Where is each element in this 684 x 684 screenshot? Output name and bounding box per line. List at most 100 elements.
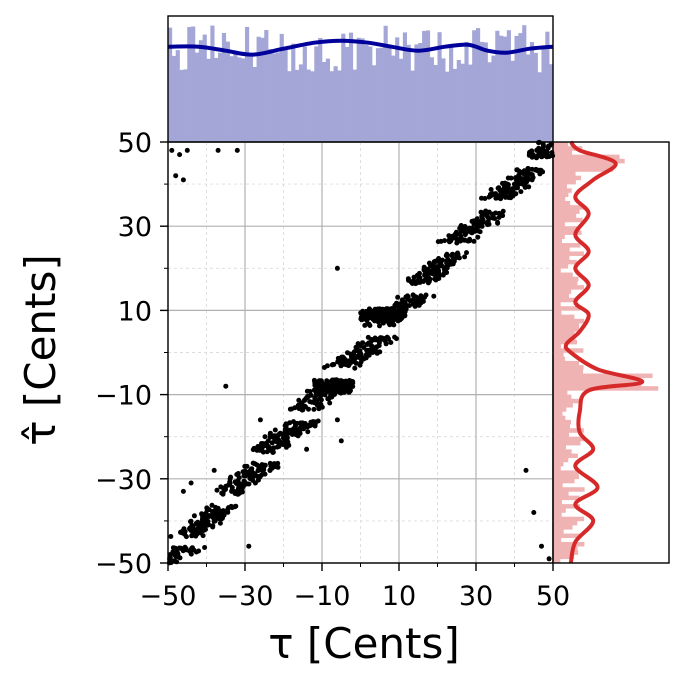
right-histogram-bar (553, 407, 567, 412)
top-histogram-bar (456, 60, 461, 142)
top-kde-curve (167, 38, 554, 57)
scatter-point (389, 306, 395, 311)
right-histogram-bar (553, 251, 584, 256)
top-histogram-bar (202, 34, 207, 142)
scatter-point (167, 552, 173, 558)
right-histogram-bar (553, 285, 585, 290)
scatter-point (329, 394, 334, 400)
scatter-point (228, 474, 234, 480)
scatter-point (320, 384, 326, 390)
scatter-point (442, 266, 448, 272)
top-histogram-bar (468, 64, 473, 142)
right-histogram-bar (553, 394, 572, 400)
top-histogram-bar (302, 46, 307, 142)
scatter-point (434, 258, 440, 264)
scatter-point (377, 323, 382, 329)
right-histogram-bar (553, 478, 575, 484)
scatter-point (202, 545, 208, 550)
scatter-point (505, 175, 511, 181)
scatter-point (254, 447, 260, 453)
top-histogram-bar (337, 70, 342, 142)
scatter-point (351, 349, 357, 355)
right-kde-curve (563, 140, 645, 564)
right-histogram-bar (553, 558, 561, 564)
right-histogram-bar (553, 146, 583, 151)
right-histogram-bar (553, 171, 576, 176)
scatter-point (267, 460, 273, 466)
top-histogram-bar (491, 55, 496, 142)
top-histogram-bar (233, 52, 238, 142)
right-histogram-bar (553, 508, 566, 513)
scatter-point (244, 463, 250, 469)
right-histogram-bar (553, 280, 578, 286)
scatter-point (395, 315, 400, 321)
top-histogram-bar (237, 57, 242, 142)
scatter-point (232, 479, 238, 485)
right-histogram-bar (553, 533, 580, 539)
right-histogram-bar (553, 466, 561, 471)
scatter-point (280, 435, 286, 441)
scatter-point (352, 365, 358, 371)
scatter-point (236, 482, 242, 488)
right-histogram-bar (553, 495, 580, 501)
scatter-point (292, 405, 298, 411)
scatter-point (476, 223, 482, 229)
right-histogram-bar (553, 381, 642, 387)
scatter-point (431, 269, 437, 274)
right-histogram-bar (553, 213, 577, 219)
scatter-point (211, 518, 217, 524)
top-histogram-bar (391, 55, 396, 142)
right-histogram-bar (553, 499, 563, 505)
scatter-point (366, 321, 372, 327)
right-histogram-bar (553, 163, 615, 168)
right-histogram-bar (553, 179, 576, 185)
scatter-point (517, 180, 523, 186)
scatter-point (173, 549, 179, 555)
scatter-point (250, 447, 256, 453)
scatter-point (225, 509, 231, 515)
right-histogram-bar (553, 424, 570, 429)
scatter-point (209, 514, 215, 519)
scatter-point (495, 219, 501, 225)
scatter-point (180, 488, 186, 494)
scatter-point (213, 507, 219, 513)
scatter-point (311, 406, 317, 412)
y-tick-label: 50 (118, 128, 152, 159)
scatter-point (484, 213, 490, 219)
scatter-point (339, 381, 345, 387)
top-histogram-bar (341, 33, 346, 143)
scatter-point (287, 420, 293, 426)
top-histogram-bar (252, 67, 257, 142)
top-histogram-bar (379, 47, 384, 143)
right-histogram-bar (553, 365, 584, 370)
top-histogram-bar (383, 25, 388, 142)
top-histogram-bar (225, 41, 230, 142)
top-histogram-bar (460, 63, 465, 143)
scatter-point (358, 359, 364, 365)
right-histogram-bar (553, 453, 578, 459)
right-histogram-bar (553, 327, 580, 332)
scatter-point (234, 147, 240, 153)
right-histogram-bar (553, 554, 575, 560)
scatter-point (377, 335, 383, 341)
right-histogram-bar (553, 301, 561, 307)
scatter-point (252, 480, 258, 486)
scatter-point (231, 489, 237, 494)
top-histogram-bars (168, 25, 554, 143)
scatter-point (544, 154, 550, 160)
scatter-point (508, 190, 514, 196)
scatter-point (446, 233, 452, 239)
top-histogram-bar (445, 71, 450, 142)
top-histogram-bar (387, 44, 392, 142)
scatter-point (385, 306, 391, 312)
scatter-point (463, 227, 469, 233)
scatter-point (210, 523, 216, 529)
scatter-point (403, 306, 409, 312)
scatter-point (547, 142, 553, 148)
scatter-point (471, 218, 477, 224)
scatter-point (364, 347, 370, 353)
right-histogram-bar (553, 205, 585, 210)
right-histogram-bar (553, 259, 577, 265)
top-histogram-bar (368, 46, 373, 142)
